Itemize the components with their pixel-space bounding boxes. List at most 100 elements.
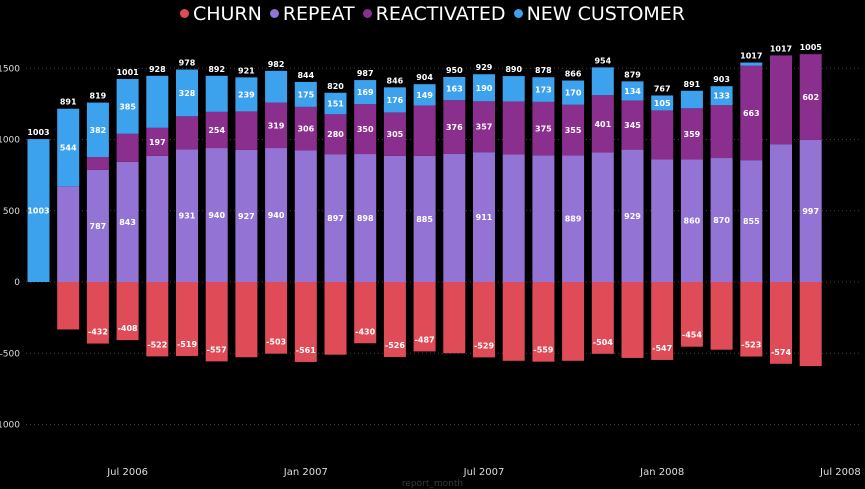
bar-new-customer bbox=[116, 78, 139, 134]
bar-new-customer bbox=[235, 77, 258, 112]
bar-reactivated bbox=[680, 108, 703, 160]
data-label: -529 bbox=[474, 341, 494, 350]
data-label: 345 bbox=[624, 121, 641, 130]
data-label: 375 bbox=[535, 125, 552, 134]
bar-churn bbox=[86, 282, 109, 344]
bar-churn bbox=[502, 282, 525, 361]
bar-reactivated bbox=[235, 111, 258, 150]
data-label: 170 bbox=[565, 89, 582, 98]
bar-new-customer bbox=[205, 75, 228, 112]
data-label: 254 bbox=[208, 126, 225, 135]
bar-new-customer bbox=[591, 67, 614, 96]
bar-new-customer bbox=[443, 76, 466, 101]
bar-reactivated bbox=[562, 104, 585, 156]
total-label: 890 bbox=[505, 65, 522, 74]
data-label: 280 bbox=[327, 130, 344, 139]
bar-new-customer bbox=[354, 80, 377, 105]
total-label: 904 bbox=[416, 73, 433, 82]
data-label: 940 bbox=[268, 211, 285, 220]
bar-reactivated bbox=[413, 105, 436, 156]
legend-label: REACTIVATED bbox=[375, 3, 506, 25]
bar-reactivated bbox=[532, 101, 555, 156]
total-label: 891 bbox=[684, 80, 701, 89]
data-label: -432 bbox=[88, 328, 108, 337]
data-label: -487 bbox=[415, 335, 435, 344]
legend-item-reactivated[interactable]: REACTIVATED bbox=[362, 3, 506, 25]
legend-item-churn[interactable]: CHURN bbox=[179, 3, 262, 25]
data-label: 355 bbox=[565, 126, 582, 135]
bar-repeat bbox=[651, 159, 674, 282]
legend-marker bbox=[269, 9, 279, 18]
data-label: 359 bbox=[684, 130, 701, 139]
bar-churn bbox=[265, 282, 288, 354]
total-label: 929 bbox=[476, 63, 493, 72]
data-label: 133 bbox=[713, 92, 730, 101]
bar-repeat bbox=[205, 148, 228, 282]
legend: CHURN REPEAT REACTIVATED NEW CUSTOMER bbox=[0, 3, 865, 25]
data-label: 911 bbox=[476, 213, 493, 222]
bar-reactivated bbox=[799, 54, 822, 140]
data-label: 305 bbox=[387, 130, 404, 139]
total-label: 1017 bbox=[770, 44, 792, 53]
bar-repeat bbox=[235, 149, 258, 282]
bar-churn bbox=[413, 282, 436, 352]
legend-item-repeat[interactable]: REPEAT bbox=[269, 3, 355, 25]
bar-churn bbox=[57, 282, 80, 330]
bar-churn bbox=[324, 282, 347, 355]
data-label: 176 bbox=[387, 96, 404, 105]
bar-reactivated bbox=[740, 65, 763, 161]
total-label: 921 bbox=[238, 66, 255, 75]
data-label: 401 bbox=[594, 120, 611, 129]
data-label: 163 bbox=[446, 85, 463, 94]
data-label: 197 bbox=[149, 138, 166, 147]
data-label: 663 bbox=[743, 109, 760, 118]
total-label: 819 bbox=[90, 92, 107, 101]
bar-reactivated bbox=[146, 127, 169, 156]
data-label: 929 bbox=[624, 212, 641, 221]
x-tick-label: Jul 2008 bbox=[819, 467, 861, 478]
bar-churn bbox=[799, 282, 822, 367]
data-label: -503 bbox=[266, 338, 286, 347]
bar-repeat bbox=[740, 160, 763, 282]
data-label: 319 bbox=[268, 121, 285, 130]
data-label: -523 bbox=[741, 341, 761, 350]
bar-churn bbox=[383, 282, 406, 357]
bar-new-customer bbox=[86, 102, 109, 158]
data-label: 175 bbox=[297, 90, 314, 99]
bar-new-customer bbox=[562, 80, 585, 105]
total-label: 767 bbox=[654, 84, 671, 93]
data-label: 544 bbox=[60, 143, 77, 152]
bar-churn bbox=[443, 282, 466, 354]
bar-reactivated bbox=[710, 105, 733, 159]
bar-repeat bbox=[710, 158, 733, 282]
data-label: -504 bbox=[593, 338, 613, 347]
bar-churn bbox=[710, 282, 733, 350]
bar-reactivated bbox=[176, 116, 198, 150]
bar-churn bbox=[680, 282, 703, 347]
bar-reactivated bbox=[116, 133, 139, 162]
data-label: 376 bbox=[446, 123, 463, 132]
bar-repeat bbox=[146, 155, 169, 282]
total-label: 954 bbox=[594, 56, 611, 65]
total-label: 1005 bbox=[800, 43, 823, 52]
data-label: 897 bbox=[327, 214, 344, 223]
bar-repeat bbox=[680, 159, 703, 282]
x-axis-title: report_month bbox=[401, 479, 464, 489]
data-label: 927 bbox=[238, 212, 255, 221]
total-label: 950 bbox=[446, 66, 463, 75]
bar-repeat bbox=[116, 161, 139, 282]
bar-churn bbox=[354, 282, 377, 344]
bar-repeat bbox=[443, 153, 466, 282]
total-label: 1017 bbox=[740, 52, 762, 61]
data-label: 1003 bbox=[27, 207, 49, 216]
x-tick-label: Jan 2007 bbox=[283, 467, 328, 478]
data-label: 870 bbox=[713, 216, 730, 225]
bar-repeat bbox=[770, 144, 792, 282]
bar-reactivated bbox=[383, 112, 406, 156]
data-label: -557 bbox=[207, 345, 227, 354]
bar-new-customer bbox=[57, 108, 80, 187]
bar-reactivated bbox=[354, 104, 377, 155]
total-label: 844 bbox=[297, 71, 314, 80]
legend-item-new-customer[interactable]: NEW CUSTOMER bbox=[513, 3, 685, 25]
